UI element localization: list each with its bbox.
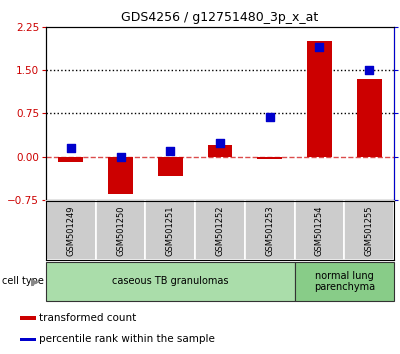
Bar: [208, 145, 232, 156]
Point: [217, 140, 223, 145]
Text: GSM501255: GSM501255: [365, 205, 374, 256]
Bar: [58, 156, 83, 162]
Bar: [46, 262, 294, 301]
Bar: [20, 338, 36, 341]
Bar: [146, 201, 195, 260]
Point: [266, 114, 273, 120]
Bar: [294, 201, 344, 260]
Bar: [307, 41, 332, 156]
Text: percentile rank within the sample: percentile rank within the sample: [39, 334, 215, 344]
Text: cell type: cell type: [2, 276, 44, 286]
Point: [68, 145, 74, 151]
Text: GSM501249: GSM501249: [66, 205, 75, 256]
Title: GDS4256 / g12751480_3p_x_at: GDS4256 / g12751480_3p_x_at: [121, 11, 319, 24]
Bar: [195, 201, 245, 260]
Text: caseous TB granulomas: caseous TB granulomas: [112, 276, 228, 286]
Bar: [257, 156, 282, 159]
Text: transformed count: transformed count: [39, 313, 136, 323]
Bar: [46, 201, 96, 260]
Text: GSM501253: GSM501253: [265, 205, 274, 256]
Text: normal lung
parenchyma: normal lung parenchyma: [314, 270, 375, 292]
Point: [316, 45, 323, 50]
Text: GSM501252: GSM501252: [216, 205, 224, 256]
Text: GSM501251: GSM501251: [166, 205, 175, 256]
Bar: [158, 156, 183, 176]
Text: GSM501254: GSM501254: [315, 205, 324, 256]
Point: [167, 149, 174, 154]
Bar: [357, 79, 382, 156]
Bar: [245, 201, 294, 260]
Bar: [344, 201, 394, 260]
Bar: [20, 316, 36, 320]
Bar: [96, 201, 146, 260]
Point: [117, 154, 124, 159]
Text: GSM501250: GSM501250: [116, 205, 125, 256]
Point: [366, 67, 372, 73]
Bar: [294, 262, 394, 301]
Text: ▶: ▶: [31, 276, 39, 286]
Bar: [108, 156, 133, 194]
